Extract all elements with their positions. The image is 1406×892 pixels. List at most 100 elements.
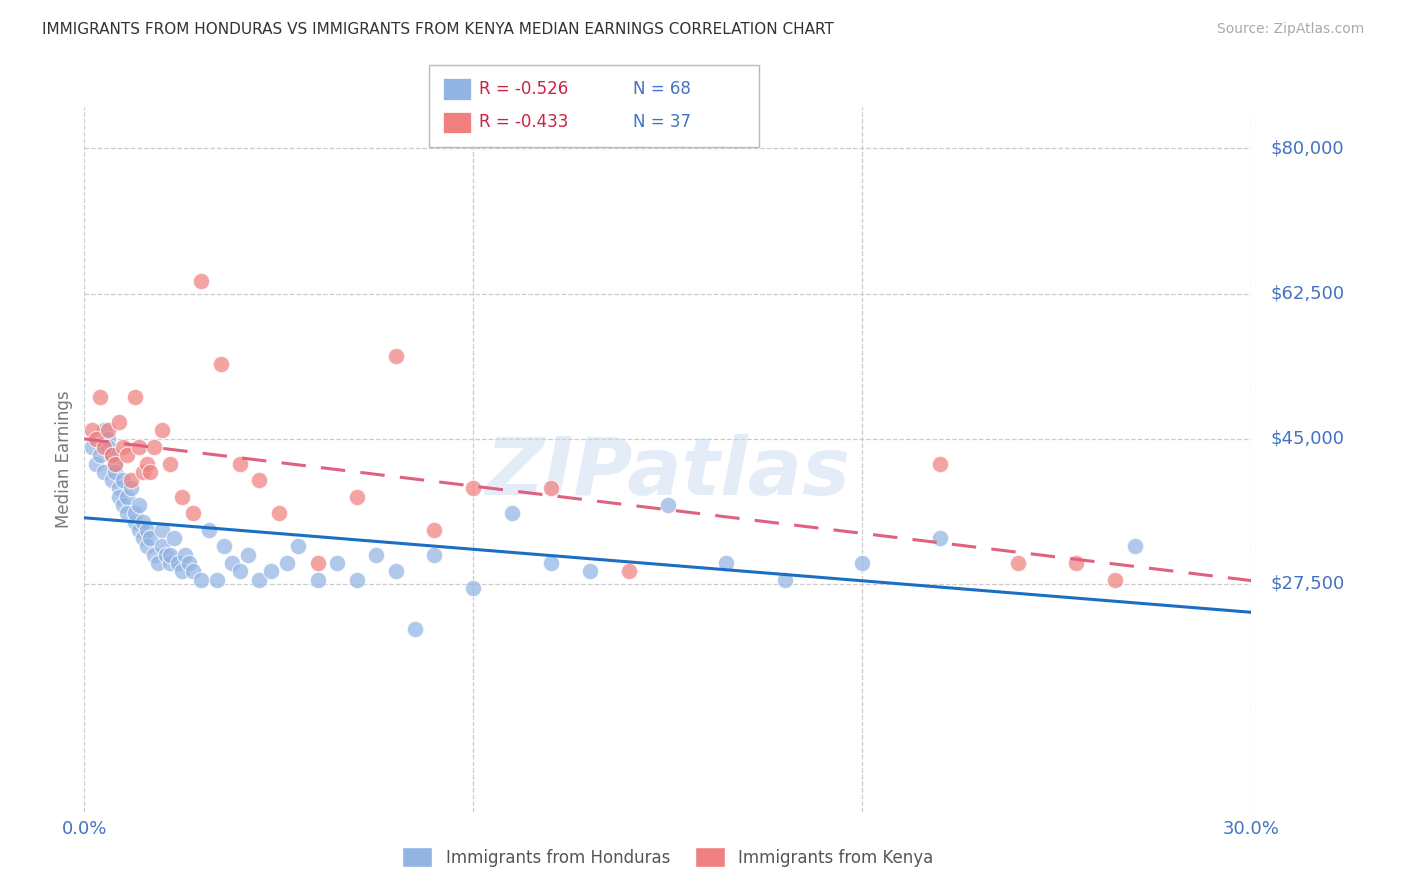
Point: [159, 457, 181, 471]
Point: [108, 482, 131, 496]
Legend: Immigrants from Honduras, Immigrants from Kenya: Immigrants from Honduras, Immigrants fro…: [395, 840, 941, 874]
Point: [93, 423, 115, 437]
Point: [384, 564, 406, 578]
Point: [579, 564, 602, 578]
Point: [423, 548, 446, 562]
Text: $27,500: $27,500: [1271, 574, 1346, 593]
Point: [540, 556, 562, 570]
Point: [423, 523, 446, 537]
Point: [384, 349, 406, 363]
Point: [115, 506, 138, 520]
Point: [135, 523, 157, 537]
Point: [82, 423, 104, 437]
Text: Source: ZipAtlas.com: Source: ZipAtlas.com: [1216, 22, 1364, 37]
Point: [100, 448, 122, 462]
Point: [190, 573, 212, 587]
Point: [260, 564, 283, 578]
Point: [139, 465, 162, 479]
Point: [247, 473, 270, 487]
Point: [1123, 540, 1146, 554]
Point: [209, 357, 232, 371]
Point: [174, 548, 197, 562]
Point: [1007, 556, 1029, 570]
Point: [128, 498, 150, 512]
Text: $80,000: $80,000: [1271, 139, 1344, 158]
Point: [124, 390, 146, 404]
Text: N = 68: N = 68: [633, 80, 690, 98]
Point: [929, 457, 952, 471]
Point: [115, 490, 138, 504]
Point: [307, 573, 329, 587]
Point: [104, 457, 127, 471]
Point: [84, 457, 107, 471]
Point: [190, 274, 212, 288]
Point: [97, 423, 120, 437]
Point: [108, 415, 131, 429]
Point: [267, 506, 290, 520]
Point: [82, 440, 104, 454]
Point: [287, 540, 309, 554]
Point: [205, 573, 228, 587]
Point: [100, 473, 122, 487]
Point: [181, 506, 204, 520]
Point: [214, 540, 236, 554]
Point: [179, 556, 201, 570]
Point: [132, 465, 155, 479]
Point: [148, 556, 170, 570]
Point: [716, 556, 738, 570]
Point: [1066, 556, 1088, 570]
Point: [221, 556, 243, 570]
Point: [97, 440, 120, 454]
Point: [501, 506, 523, 520]
Text: IMMIGRANTS FROM HONDURAS VS IMMIGRANTS FROM KENYA MEDIAN EARNINGS CORRELATION CH: IMMIGRANTS FROM HONDURAS VS IMMIGRANTS F…: [42, 22, 834, 37]
Point: [135, 540, 157, 554]
Point: [247, 573, 270, 587]
Point: [229, 457, 252, 471]
Point: [346, 573, 368, 587]
Point: [139, 531, 162, 545]
Point: [150, 540, 173, 554]
Point: [170, 490, 193, 504]
Point: [150, 523, 173, 537]
Point: [307, 556, 329, 570]
Point: [100, 448, 122, 462]
Point: [104, 465, 127, 479]
Point: [851, 556, 873, 570]
Point: [112, 440, 135, 454]
Point: [143, 440, 166, 454]
Point: [135, 457, 157, 471]
Point: [84, 432, 107, 446]
Point: [773, 573, 796, 587]
Point: [159, 548, 181, 562]
Point: [124, 515, 146, 529]
Point: [112, 498, 135, 512]
Point: [229, 564, 252, 578]
Text: N = 37: N = 37: [633, 113, 690, 131]
Point: [163, 531, 186, 545]
Point: [97, 432, 120, 446]
Point: [326, 556, 349, 570]
Point: [89, 390, 111, 404]
Point: [929, 531, 952, 545]
Point: [108, 490, 131, 504]
Point: [93, 465, 115, 479]
Text: ZIPatlas: ZIPatlas: [485, 434, 851, 513]
Point: [657, 498, 679, 512]
Text: $62,500: $62,500: [1271, 285, 1346, 302]
Point: [89, 448, 111, 462]
Point: [463, 482, 485, 496]
Text: $45,000: $45,000: [1271, 430, 1344, 448]
Point: [93, 440, 115, 454]
Point: [132, 531, 155, 545]
Point: [124, 506, 146, 520]
Point: [155, 548, 177, 562]
Text: R = -0.526: R = -0.526: [479, 80, 568, 98]
Point: [463, 581, 485, 595]
Point: [617, 564, 640, 578]
Point: [540, 482, 562, 496]
Point: [404, 623, 426, 637]
Point: [170, 564, 193, 578]
Y-axis label: Median Earnings: Median Earnings: [55, 391, 73, 528]
Point: [128, 440, 150, 454]
Point: [276, 556, 298, 570]
